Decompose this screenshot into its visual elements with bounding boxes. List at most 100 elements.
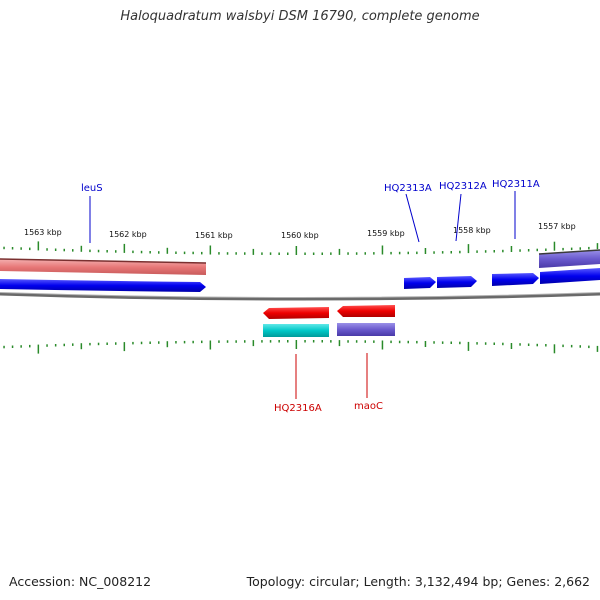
outer-tick <box>312 252 315 255</box>
outer-tick <box>269 252 272 255</box>
outer-tick <box>407 251 409 255</box>
outer-tick <box>321 252 323 255</box>
inner-tick <box>536 343 538 347</box>
inner-tick <box>80 343 83 350</box>
topology-summary: Topology: circular; Length: 3,132,494 bp… <box>246 574 590 589</box>
inner-tick <box>398 340 401 344</box>
inner-tick <box>450 341 452 344</box>
inner-tick <box>3 345 5 349</box>
scale-label-1559: 1559 kbp <box>367 229 405 238</box>
outer-tick <box>596 243 599 250</box>
inner-tick <box>46 344 48 347</box>
gene-label-hq2311a[interactable]: HQ2311A <box>492 179 540 190</box>
inner-tick <box>570 344 573 348</box>
inner-tick <box>459 341 461 345</box>
outer-tick <box>484 250 487 253</box>
inner-tick <box>115 342 117 345</box>
inner-tick <box>373 340 375 343</box>
gene-label-hq2316a[interactable]: HQ2316A <box>274 403 322 414</box>
inner-tick <box>407 340 409 344</box>
outer-tick <box>330 252 332 255</box>
outer-tick <box>149 251 151 254</box>
outer-tick <box>493 250 495 253</box>
gene-next-plus-arrow[interactable] <box>540 268 600 284</box>
inner-tick <box>201 340 203 344</box>
outer-tick <box>287 252 289 255</box>
gene-label-hq2313a[interactable]: HQ2313A <box>384 183 432 194</box>
outer-tick <box>209 245 212 255</box>
feature-cyan-bar[interactable] <box>263 324 329 337</box>
gene-label-hq2312a[interactable]: HQ2312A <box>439 181 487 192</box>
inner-tick <box>72 343 74 346</box>
outer-tick <box>424 248 427 254</box>
inner-tick <box>166 341 169 348</box>
inner-tick <box>295 340 298 349</box>
outer-tick <box>115 250 117 253</box>
outer-tick <box>140 250 143 254</box>
feature-pink-bar-edge <box>0 258 207 264</box>
inner-tick <box>252 340 255 347</box>
scale-label-1557: 1557 kbp <box>538 222 576 231</box>
outer-tick <box>166 247 169 254</box>
outer-tick <box>570 247 573 251</box>
outer-tick <box>416 251 418 255</box>
inner-tick <box>304 340 306 343</box>
feature-pink-bar[interactable] <box>0 259 206 275</box>
inner-tick <box>20 345 22 348</box>
outer-tick <box>441 251 444 254</box>
inner-tick <box>37 344 40 354</box>
inner-tick <box>132 341 134 345</box>
inner-tick <box>416 340 418 344</box>
gene-hq2313a-arrow[interactable] <box>404 277 436 289</box>
inner-tick <box>123 342 126 352</box>
gene-label-maoc[interactable]: maoC <box>354 401 383 412</box>
inner-tick <box>209 340 212 350</box>
leader-hq2313a <box>405 193 420 243</box>
inner-tick <box>11 345 14 348</box>
accession-text: Accession: NC_008212 <box>9 574 152 589</box>
outer-tick <box>158 251 160 254</box>
inner-tick <box>330 340 332 343</box>
outer-tick <box>132 250 134 254</box>
gene-hq2312a-arrow[interactable] <box>437 276 477 288</box>
outer-tick <box>244 252 246 255</box>
inner-tick <box>390 340 392 344</box>
scale-label-1562: 1562 kbp <box>109 230 147 239</box>
inner-tick <box>312 340 315 343</box>
gene-leus-arrow[interactable] <box>0 279 206 292</box>
inner-tick <box>218 340 220 343</box>
outer-tick <box>304 252 306 255</box>
inner-tick-marks <box>3 340 599 354</box>
inner-tick <box>347 340 349 343</box>
inner-tick <box>287 340 289 343</box>
gene-maoc-arrow[interactable] <box>337 305 395 317</box>
outer-tick <box>510 246 513 252</box>
outer-tick <box>459 250 461 254</box>
outer-tick <box>536 248 538 252</box>
outer-tick <box>106 250 108 253</box>
outer-tick <box>398 251 401 255</box>
gene-hq2316a-arrow[interactable] <box>263 307 329 319</box>
inner-tick <box>226 340 229 343</box>
feature-purple-bar-minus[interactable] <box>337 323 395 336</box>
inner-tick <box>244 340 246 343</box>
feature-purple-bar-right[interactable] <box>539 250 600 268</box>
backbone-arc-highlight <box>0 292 600 298</box>
outer-tick <box>562 247 564 251</box>
gene-hq2311a-arrow[interactable] <box>492 273 539 286</box>
inner-tick <box>175 341 177 344</box>
outer-tick <box>252 248 255 255</box>
inner-tick <box>63 343 65 347</box>
outer-tick <box>338 248 341 255</box>
inner-tick <box>158 341 160 344</box>
outer-tick <box>72 249 74 252</box>
gene-label-leus[interactable]: leuS <box>81 183 103 194</box>
inner-tick <box>424 341 427 347</box>
outer-tick <box>123 243 126 253</box>
feature-purple-bar-right-edge <box>538 249 600 255</box>
scale-label-1563: 1563 kbp <box>24 228 62 237</box>
inner-tick <box>364 340 366 343</box>
outer-tick <box>467 244 470 254</box>
inner-tick <box>278 340 280 343</box>
inner-tick <box>467 341 470 351</box>
